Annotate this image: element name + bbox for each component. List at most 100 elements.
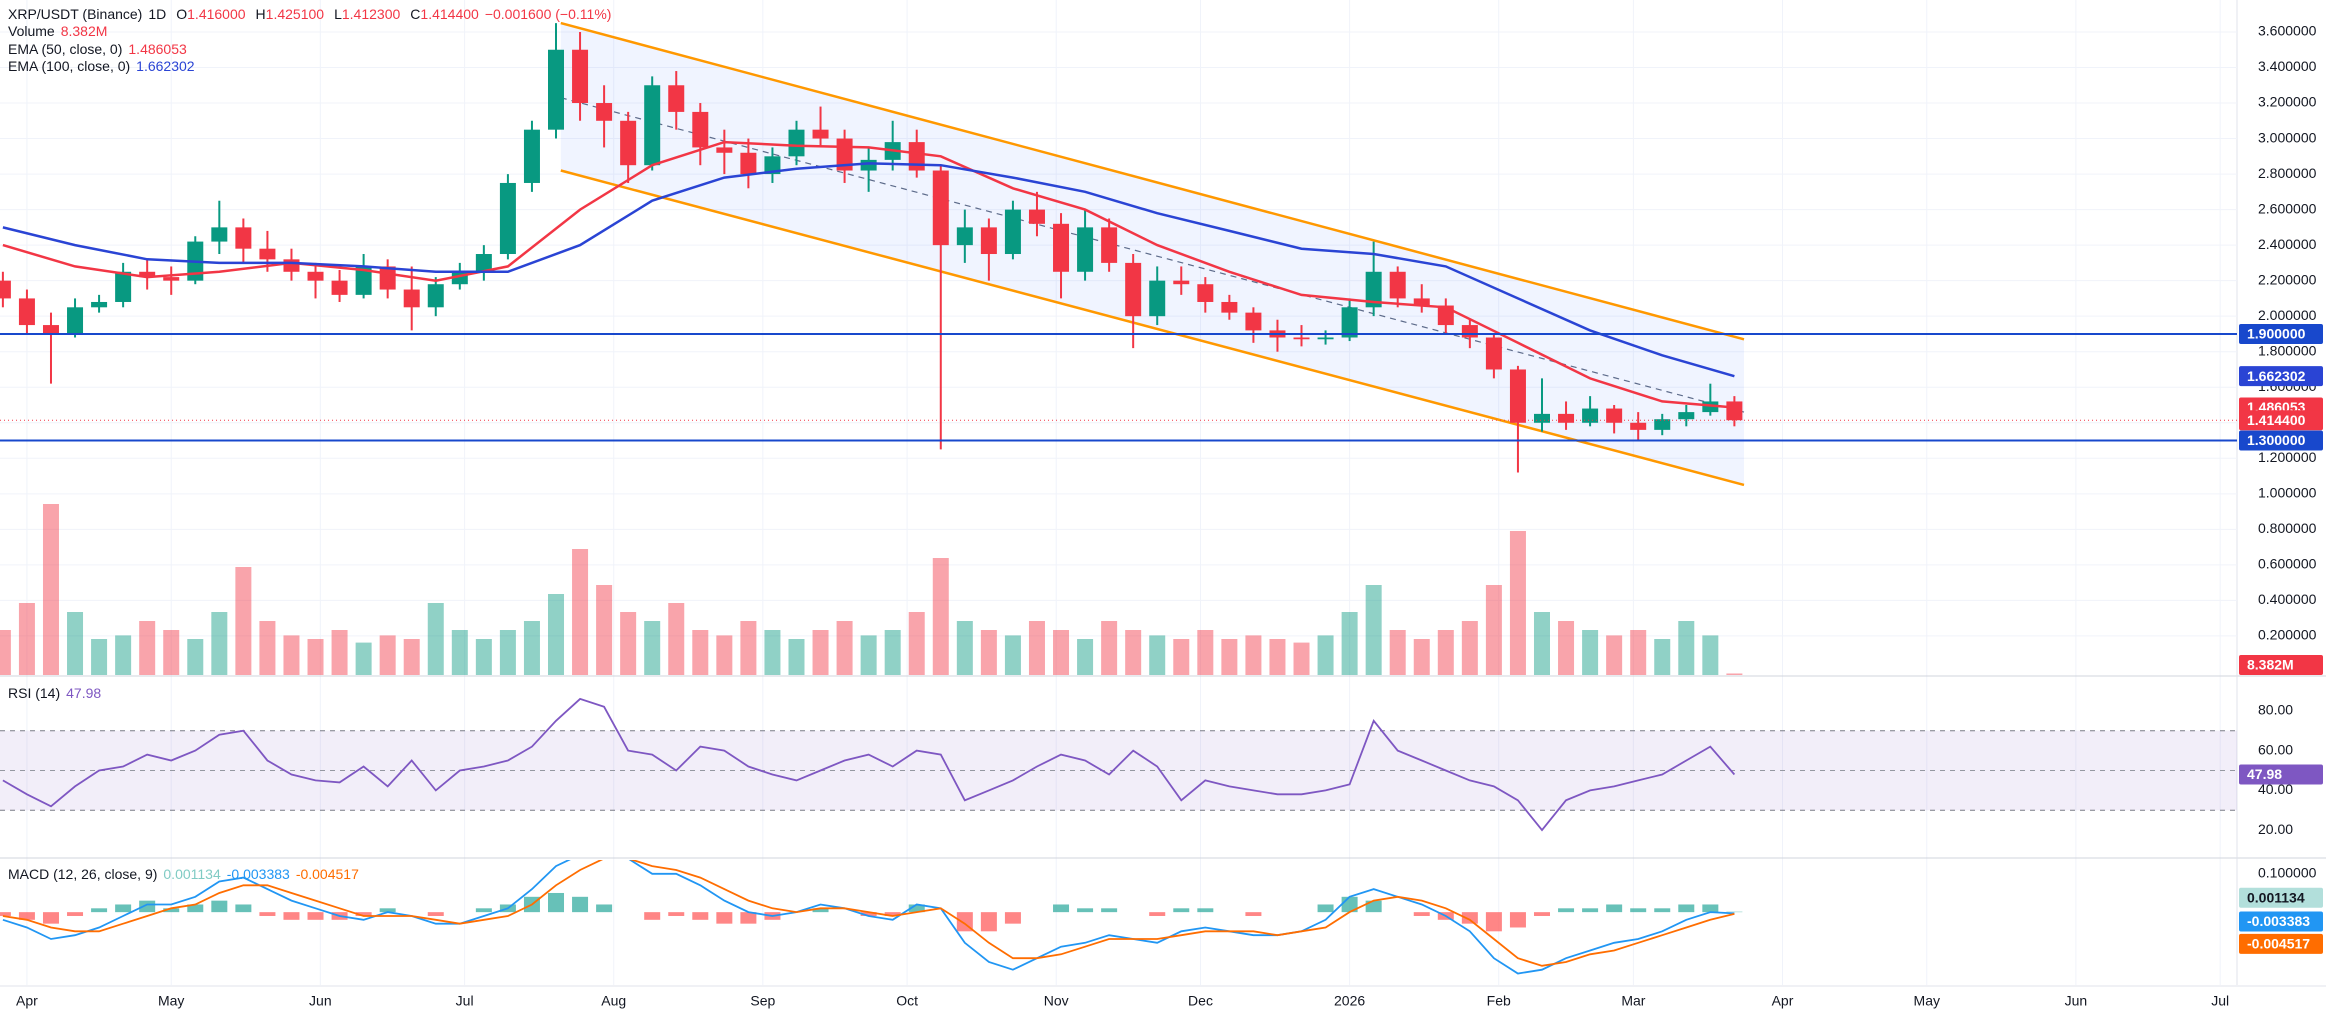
y-tick-label: 60.00 bbox=[2258, 741, 2293, 757]
ohlc-key: H bbox=[256, 6, 266, 22]
macd-histogram-bar bbox=[0, 912, 11, 916]
candle-body bbox=[523, 129, 540, 183]
volume-bar bbox=[1077, 639, 1094, 675]
y-tick-label: 0.100000 bbox=[2258, 865, 2317, 881]
volume-bar bbox=[67, 612, 84, 675]
y-tick-label: 0.600000 bbox=[2258, 556, 2317, 572]
y-tick-label: 2.400000 bbox=[2258, 236, 2317, 252]
volume-bar bbox=[836, 621, 853, 675]
macd-histogram-bar bbox=[692, 912, 709, 920]
candle-body bbox=[1389, 271, 1406, 299]
macd-histogram-bar bbox=[91, 908, 108, 913]
candle-body bbox=[1245, 312, 1262, 331]
candle-body bbox=[331, 280, 348, 295]
x-tick-label: Feb bbox=[1487, 993, 1511, 1009]
volume-bar bbox=[1413, 639, 1430, 675]
volume-bar bbox=[884, 630, 901, 675]
volume-bar bbox=[139, 621, 156, 675]
volume-bar bbox=[1221, 639, 1238, 675]
candle-body bbox=[139, 271, 156, 278]
candle-body bbox=[1173, 280, 1190, 285]
candle-body bbox=[1341, 307, 1358, 338]
candle-body bbox=[1221, 301, 1238, 313]
macd-histogram-bar bbox=[1173, 908, 1190, 913]
x-tick-label: Jun bbox=[309, 993, 332, 1009]
volume-bar bbox=[475, 639, 492, 675]
rsi-line bbox=[2, 697, 1736, 832]
x-tick-label: 2026 bbox=[1334, 993, 1365, 1009]
candle-body bbox=[1004, 209, 1021, 255]
y-tick-label: 3.000000 bbox=[2258, 129, 2317, 145]
macd-histogram-bar bbox=[139, 900, 156, 913]
candle-body bbox=[548, 49, 565, 130]
macd-histogram-bar bbox=[163, 908, 180, 913]
macd-histogram-bar bbox=[548, 892, 565, 913]
volume-bar bbox=[740, 621, 757, 675]
x-tick-label: Apr bbox=[1772, 993, 1794, 1009]
macd-histogram-bar bbox=[884, 912, 901, 916]
volume-bar bbox=[18, 603, 35, 675]
y-tick-label: 3.600000 bbox=[2258, 23, 2317, 39]
y-tick-label: 40.00 bbox=[2258, 781, 2293, 797]
rsi-badge-bg bbox=[2239, 764, 2323, 785]
macd-histogram-bar bbox=[427, 912, 444, 916]
interval: 1D bbox=[148, 6, 166, 22]
legend-ema: EMA (50, close, 0) 1.486053 bbox=[8, 41, 187, 57]
y-tick-label: 3.200000 bbox=[2258, 94, 2317, 110]
macd-histogram-bar bbox=[1606, 904, 1623, 913]
volume-bar bbox=[283, 635, 300, 675]
macd-pane bbox=[0, 860, 1743, 975]
volume-bar bbox=[1509, 531, 1526, 675]
last-price-badge-bg bbox=[2239, 410, 2323, 431]
candle-body bbox=[1149, 280, 1166, 317]
ohlc-key: L bbox=[334, 6, 342, 22]
volume-bar bbox=[620, 612, 637, 675]
candle-body bbox=[379, 266, 396, 290]
macd-histogram-bar bbox=[259, 912, 276, 916]
candle-body bbox=[908, 142, 925, 171]
x-tick-label: Aug bbox=[601, 993, 626, 1009]
x-tick-label: Jul bbox=[2211, 993, 2229, 1009]
volume-bar bbox=[1173, 639, 1190, 675]
symbol: XRP/USDT (Binance) bbox=[8, 6, 142, 22]
volume-bar bbox=[91, 639, 108, 675]
macd-histogram-bar bbox=[1053, 904, 1070, 913]
volume-bar bbox=[812, 630, 829, 675]
candle-body bbox=[572, 49, 589, 104]
candle-body bbox=[163, 277, 180, 281]
candle-body bbox=[1317, 337, 1334, 340]
volume-bar bbox=[668, 603, 685, 675]
candle-body bbox=[596, 103, 613, 121]
ohlc-value: 1.412300 bbox=[342, 6, 401, 22]
ohlc-value: 1.425100 bbox=[266, 6, 325, 22]
candle-body bbox=[307, 271, 324, 281]
y-tick-label: 2.000000 bbox=[2258, 307, 2317, 323]
volume-bar bbox=[1630, 630, 1647, 675]
volume-bar bbox=[1004, 635, 1021, 675]
x-tick-label: Apr bbox=[16, 993, 38, 1009]
candle-body bbox=[67, 307, 84, 334]
macd-histogram-bar bbox=[716, 912, 733, 924]
candle-body bbox=[115, 271, 132, 302]
x-tick-label: Nov bbox=[1044, 993, 1069, 1009]
volume-value: 8.382M bbox=[61, 23, 108, 39]
macd-histogram-bar bbox=[115, 904, 132, 913]
macd-histogram-bar bbox=[860, 912, 877, 916]
volume-bar bbox=[355, 642, 372, 675]
volume-bar bbox=[1341, 612, 1358, 675]
change: −0.001600 (−0.11%) bbox=[485, 6, 612, 22]
volume-bar bbox=[1269, 639, 1286, 675]
last-price-badge: 1.414400 bbox=[2247, 412, 2306, 428]
volume-bar bbox=[187, 639, 204, 675]
candle-body bbox=[18, 298, 35, 326]
volume-bar bbox=[499, 630, 516, 675]
x-tick-label: May bbox=[1914, 993, 1940, 1009]
macd-histogram-bar bbox=[908, 904, 925, 913]
macd-histogram-bar bbox=[307, 912, 324, 920]
macd-line bbox=[2, 860, 1735, 975]
macd-hist-value: 0.001134 bbox=[163, 866, 221, 882]
ema-badge-bg bbox=[2239, 366, 2323, 387]
ema-name: EMA (50, close, 0) bbox=[8, 41, 122, 57]
